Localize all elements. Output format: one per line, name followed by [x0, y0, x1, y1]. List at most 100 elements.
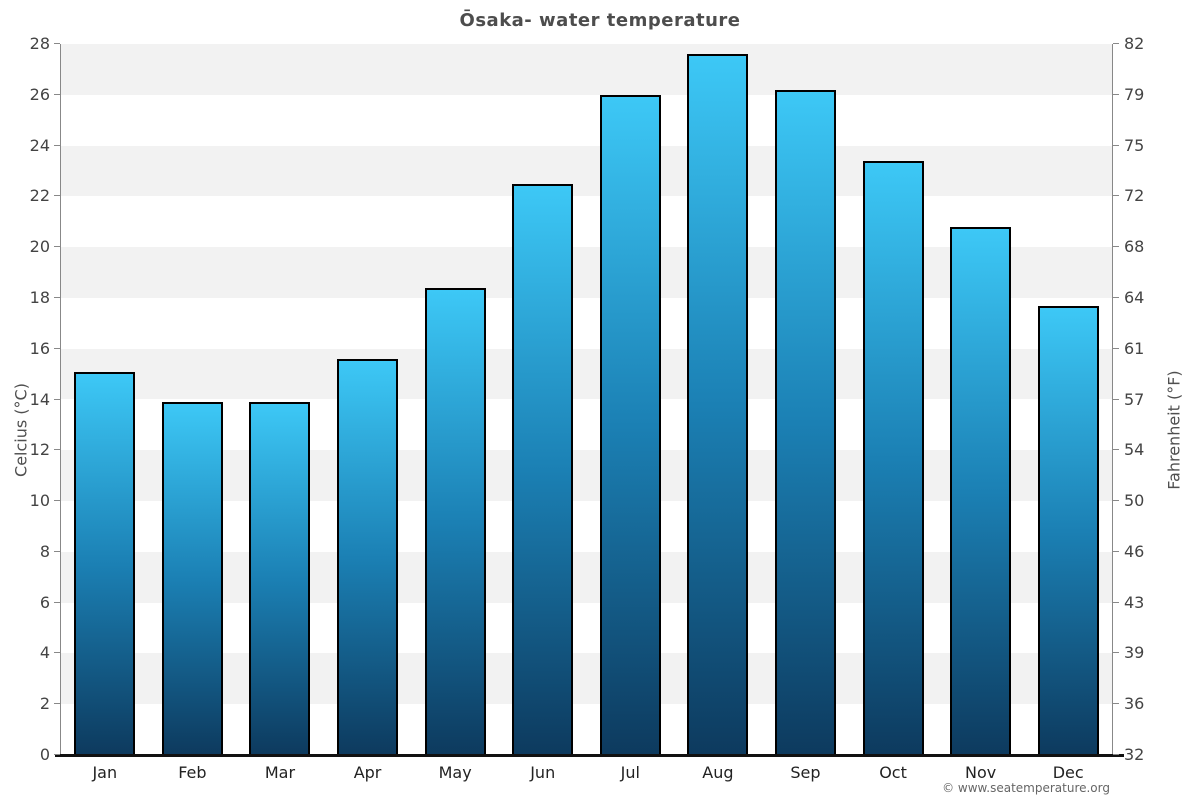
- y-tick-mark-right: [1113, 754, 1119, 755]
- bar-feb: [161, 402, 223, 755]
- bar-oct: [862, 160, 924, 755]
- y-tick-label-fahrenheit: 61: [1124, 338, 1145, 358]
- y-tick-label-fahrenheit: 75: [1124, 135, 1145, 155]
- bar-may: [424, 287, 486, 755]
- x-tick-label-mar: Mar: [264, 763, 296, 782]
- y-tick-label-fahrenheit: 82: [1124, 34, 1145, 53]
- bar-sep: [774, 89, 836, 755]
- bar-jun: [512, 183, 574, 755]
- plot-band: [61, 44, 1112, 95]
- bar-jul: [599, 94, 661, 755]
- y-tick-label-fahrenheit: 43: [1124, 592, 1145, 612]
- plot-band: [61, 704, 1112, 755]
- plot-area: [61, 44, 1112, 755]
- y-tick-label-celsius: 26: [29, 84, 50, 104]
- y-tick-mark-right: [1113, 398, 1119, 400]
- y-tick-mark-right: [1113, 93, 1119, 95]
- y-tick-mark-left: [54, 449, 60, 451]
- y-tick-label-fahrenheit: 72: [1124, 186, 1145, 206]
- y-tick-label-celsius: 0: [39, 745, 50, 764]
- y-tick-label-celsius: 4: [39, 643, 50, 663]
- y-tick-mark-left: [54, 246, 60, 248]
- y-tick-label-fahrenheit: 39: [1124, 643, 1145, 663]
- y-tick-mark-left: [54, 601, 60, 603]
- plot-band: [61, 450, 1112, 502]
- y-tick-mark-right: [1113, 347, 1119, 349]
- y-tick-label-fahrenheit: 64: [1124, 287, 1145, 307]
- bar-aug: [687, 54, 749, 755]
- y-tick-mark-left: [54, 550, 60, 552]
- bar-dec: [1037, 305, 1099, 755]
- y-tick-mark-right: [1113, 449, 1119, 451]
- y-tick-mark-right: [1113, 601, 1119, 603]
- y-tick-label-celsius: 10: [29, 491, 50, 511]
- y-tick-mark-right: [1113, 195, 1119, 197]
- y-tick-mark-left: [54, 144, 60, 146]
- y-tick-label-fahrenheit: 68: [1124, 237, 1145, 257]
- x-axis-baseline: [55, 754, 1124, 757]
- plot-band: [61, 94, 1112, 146]
- plot-band: [61, 501, 1112, 552]
- y-tick-mark-right: [1113, 144, 1119, 146]
- plot-band: [61, 602, 1112, 654]
- y-tick-label-celsius: 20: [29, 237, 50, 257]
- y-tick-mark-left: [54, 500, 60, 502]
- y-axis-line-left: [60, 44, 61, 755]
- y-tick-label-fahrenheit: 50: [1124, 491, 1145, 511]
- chart-title: Ōsaka- water temperature: [459, 10, 741, 31]
- y-tick-label-fahrenheit: 46: [1124, 541, 1145, 561]
- bar-nov: [950, 226, 1012, 755]
- y-tick-mark-right: [1113, 43, 1119, 44]
- y-tick-label-celsius: 24: [29, 135, 50, 155]
- y-tick-mark-right: [1113, 703, 1119, 705]
- y-tick-label-celsius: 18: [29, 287, 50, 307]
- plot-band: [61, 348, 1112, 400]
- x-tick-label-jan: Jan: [92, 763, 118, 782]
- y-tick-label-celsius: 6: [39, 592, 50, 612]
- bar-jan: [74, 371, 136, 755]
- y-tick-mark-right: [1113, 500, 1119, 502]
- x-tick-label-dec: Dec: [1052, 763, 1084, 782]
- y-tick-mark-right: [1113, 296, 1119, 298]
- plot-band: [61, 653, 1112, 705]
- y-tick-mark-left: [54, 398, 60, 400]
- x-tick-label-sep: Sep: [790, 763, 821, 782]
- y-axis-title-fahrenheit: Fahrenheit (°F): [1164, 370, 1184, 490]
- y-tick-label-celsius: 12: [29, 440, 50, 460]
- y-tick-label-celsius: 14: [29, 389, 50, 409]
- x-tick-label-oct: Oct: [879, 763, 907, 782]
- x-tick-label-may: May: [438, 763, 472, 782]
- x-tick-label-apr: Apr: [353, 763, 382, 782]
- x-tick-label-feb: Feb: [178, 763, 207, 782]
- plot-band: [61, 297, 1112, 349]
- y-tick-mark-left: [54, 43, 60, 44]
- copyright-text: © www.seatemperature.org: [942, 781, 1110, 795]
- y-tick-label-fahrenheit: 79: [1124, 84, 1145, 104]
- bar-mar: [249, 402, 311, 755]
- plot-band: [61, 145, 1112, 197]
- y-tick-label-fahrenheit: 54: [1124, 440, 1145, 460]
- y-tick-mark-left: [54, 652, 60, 654]
- y-tick-label-fahrenheit: 57: [1124, 389, 1145, 409]
- y-tick-mark-left: [54, 195, 60, 197]
- y-tick-mark-right: [1113, 246, 1119, 248]
- y-tick-label-celsius: 22: [29, 186, 50, 206]
- x-tick-label-jun: Jun: [530, 763, 556, 782]
- y-tick-mark-left: [54, 754, 60, 755]
- x-tick-label-nov: Nov: [965, 763, 997, 782]
- y-tick-mark-left: [54, 703, 60, 705]
- y-tick-label-celsius: 2: [39, 694, 50, 714]
- plot-band: [61, 247, 1112, 298]
- plot-band: [61, 551, 1112, 603]
- y-tick-mark-left: [54, 93, 60, 95]
- y-tick-label-celsius: 16: [29, 338, 50, 358]
- y-axis-line-right: [1112, 44, 1113, 755]
- y-tick-mark-right: [1113, 550, 1119, 552]
- x-tick-label-jul: Jul: [620, 763, 640, 782]
- y-tick-mark-left: [54, 347, 60, 349]
- y-tick-mark-left: [54, 296, 60, 298]
- y-tick-label-celsius: 8: [39, 541, 50, 561]
- y-tick-label-fahrenheit: 36: [1124, 694, 1145, 714]
- bar-apr: [337, 358, 399, 755]
